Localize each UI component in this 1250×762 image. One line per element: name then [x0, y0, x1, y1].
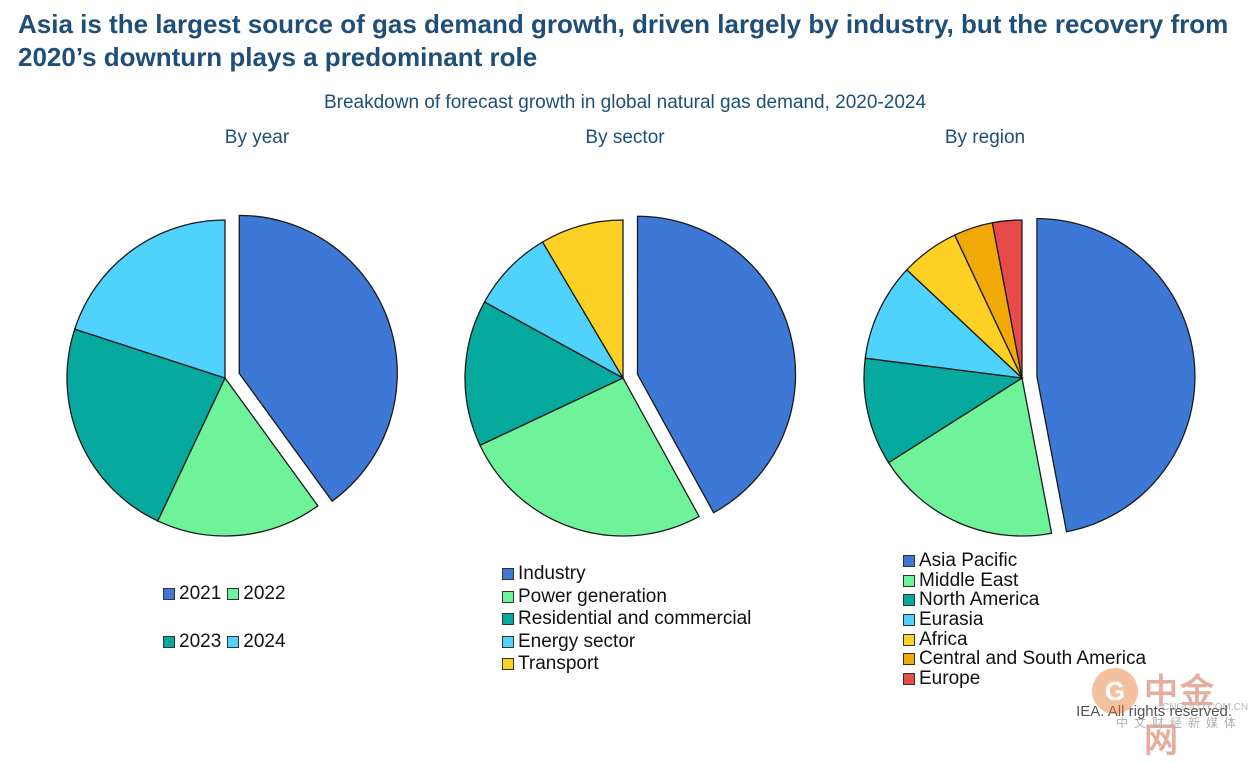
legend-by-year: 2021 2022 2023 2024: [163, 583, 286, 652]
legend-label: Residential and commercial: [518, 608, 752, 630]
pie-slice-europe: [991, 219, 1023, 379]
legend-swatch: [903, 613, 915, 626]
legend-label: Europe: [919, 667, 981, 689]
legend-label: Industry: [518, 563, 586, 585]
pie-slice-transport: [541, 219, 624, 381]
pie-slice-2024: [73, 219, 226, 379]
pie-slice-2022: [156, 376, 319, 537]
legend-item: Transport: [502, 653, 751, 676]
watermark-name: 中金网: [1144, 673, 1216, 760]
legend-swatch: [502, 568, 514, 581]
legend-item: North America: [903, 589, 1146, 611]
legend-swatch: [903, 633, 915, 646]
legend-swatch: [502, 590, 514, 603]
legend-item: 2021: [163, 583, 222, 604]
legend-item: Africa: [903, 628, 1146, 650]
legend-label: Power generation: [518, 585, 667, 607]
legend-item: Industry: [502, 563, 751, 586]
legend-swatch: [163, 636, 175, 648]
chart-title-by-year: By year: [224, 127, 290, 148]
legend-label: Africa: [919, 628, 968, 650]
legend-item: Residential and commercial: [502, 608, 751, 631]
legend-swatch: [903, 594, 915, 607]
legend-label: Asia Pacific: [919, 549, 1018, 571]
legend-swatch: [903, 554, 915, 567]
credit-text: IEA. All rights reserved.: [1076, 703, 1232, 720]
pie-slice-power-generation: [479, 377, 700, 537]
pie-slice-middle-east: [887, 376, 1053, 537]
pie-charts: [66, 214, 1196, 537]
legend-swatch: [502, 635, 514, 648]
legend-item: Central and South America: [903, 648, 1147, 670]
legend-item: Middle East: [903, 569, 1146, 591]
legend-label: Middle East: [919, 569, 1019, 591]
legend-by-sector: Industry Power generation Residential an…: [502, 563, 751, 676]
watermark-domain: CNGOLD.COM.CN: [1162, 702, 1249, 713]
legend-swatch: [163, 588, 175, 600]
pie-by-year: [66, 214, 398, 537]
watermark-logo-icon: G: [1092, 668, 1138, 714]
pie-slice-energy-sector: [483, 241, 625, 380]
legend-swatch: [903, 672, 915, 685]
legend-swatch: [502, 613, 514, 626]
watermark-tagline: 中文财经新媒体: [1116, 716, 1243, 730]
pie-by-sector: [464, 215, 797, 537]
chart-title-by-sector: By sector: [585, 127, 665, 148]
legend-item: 2023: [163, 631, 222, 652]
legend-item: Asia Pacific: [903, 549, 1146, 571]
pie-slice-2023: [66, 328, 226, 522]
watermark: G 中金网 CNGOLD.COM.CN 中文财经新媒体: [1092, 664, 1248, 760]
pie-by-region: [863, 217, 1196, 537]
chart-title-by-region: By region: [944, 127, 1026, 148]
legend-label: 2022: [243, 583, 286, 604]
legend-swatch: [227, 588, 240, 600]
pie-slice-2021: [238, 214, 398, 503]
legend-item: Eurasia: [903, 608, 1146, 630]
pie-slice-eurasia: [864, 268, 1024, 379]
pie-slice-asia-pacific: [1036, 217, 1196, 533]
page-title: Asia is the largest source of gas demand…: [18, 9, 1229, 72]
legend-swatch: [903, 574, 915, 587]
legend-swatch: [502, 658, 514, 671]
legend-swatch: [903, 653, 915, 666]
legend-label: Energy sector: [518, 630, 636, 652]
legend-item: Energy sector: [502, 631, 751, 654]
legend-label: Eurasia: [919, 608, 984, 630]
legend-item: 2024: [227, 631, 286, 652]
legend-label: North America: [919, 589, 1040, 611]
legend-label: 2024: [243, 631, 286, 652]
legend-label: Central and South America: [919, 648, 1147, 670]
pie-slice-industry: [636, 215, 797, 514]
legend-label: Transport: [518, 653, 599, 675]
legend-item: Power generation: [502, 586, 751, 609]
legend-by-region: Asia Pacific Middle East North America E…: [903, 549, 1147, 689]
legend-label: 2023: [179, 631, 222, 652]
legend-item: 2022: [227, 583, 286, 604]
chart-subtitle: Breakdown of forecast growth in global n…: [323, 92, 927, 113]
pie-slice-residential-and-commercial: [464, 301, 625, 447]
legend-item: Europe: [903, 667, 1146, 689]
legend-swatch: [227, 636, 240, 648]
legend-label: 2021: [179, 583, 222, 604]
pie-slice-north-america: [863, 357, 1024, 464]
